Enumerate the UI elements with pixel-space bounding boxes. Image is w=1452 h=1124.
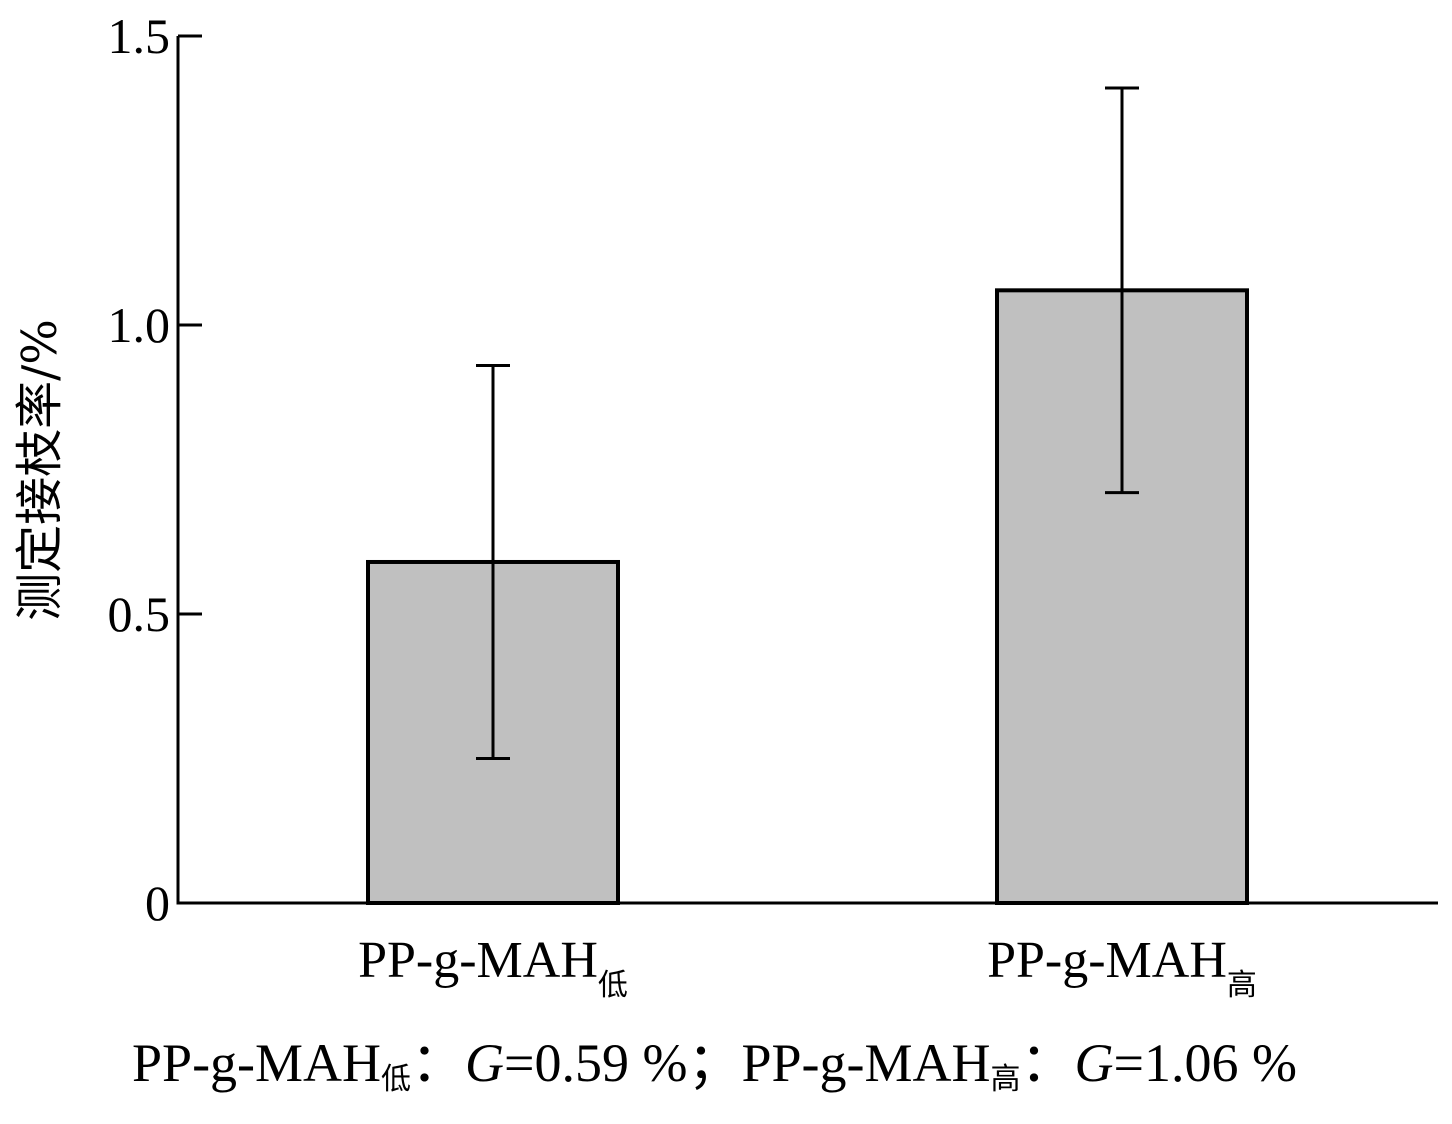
caption-right-variable: G	[1074, 1033, 1114, 1093]
caption-right-name: PP-g-MAH	[741, 1033, 991, 1093]
caption-left-value: =0.59 %	[504, 1033, 688, 1093]
caption-right-colon: ：	[1020, 1033, 1075, 1093]
y-tick-label-1: 0	[145, 875, 170, 931]
caption-right-value: =1.06 %	[1113, 1033, 1297, 1093]
y-tick-label-2: 0.5	[108, 586, 171, 642]
x-tick-label-1: PP-g-MAH低	[358, 932, 628, 1003]
y-tick-label-4: 1.5	[108, 8, 171, 64]
x-tick-label-2: PP-g-MAH高	[987, 932, 1257, 1003]
caption-left-subscript: 低	[381, 1062, 412, 1097]
figure-caption: PP-g-MAH低：G=0.59 %；PP-g-MAH高：G=1.06 %	[132, 1028, 1452, 1115]
caption-right-subscript: 高	[990, 1062, 1021, 1097]
bar-chart: 0 0.5 1.0 1.5 PP-g-MAH低 PP-g-MAH高 测定接枝率/%	[12, 8, 1438, 1003]
bars	[366, 288, 1249, 905]
caption-left-variable: G	[465, 1033, 505, 1093]
y-tick-label-3: 1.0	[108, 297, 171, 353]
error-bars	[476, 86, 1139, 760]
caption-separator: ；	[687, 1033, 742, 1093]
caption-left-colon: ：	[411, 1033, 466, 1093]
y-axis-title: 测定接枝率/%	[12, 319, 68, 621]
caption-left-name: PP-g-MAH	[132, 1033, 382, 1093]
axis-labels: 0 0.5 1.0 1.5 PP-g-MAH低 PP-g-MAH高 测定接枝率/%	[12, 8, 1257, 1003]
